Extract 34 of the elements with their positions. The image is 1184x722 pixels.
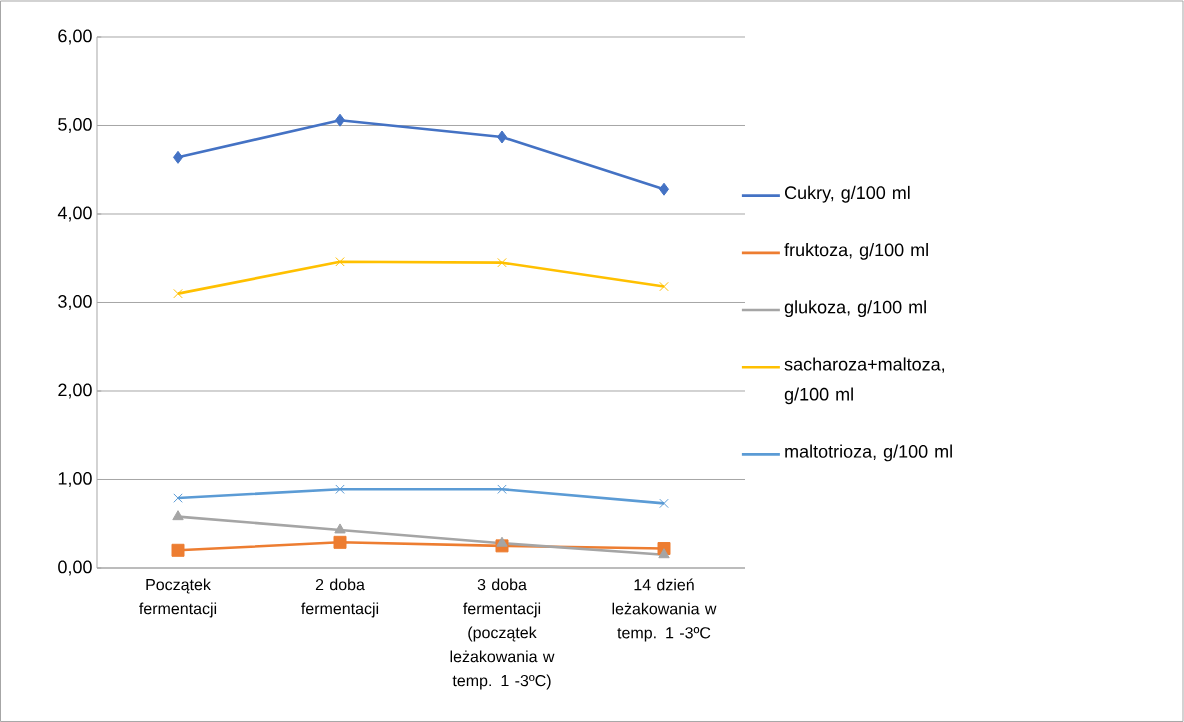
point [173,288,183,299]
y-tick-label: 3,00 [58,295,92,310]
point [659,498,669,509]
legend-label: maltotrioza, g/100 ml [785,444,952,462]
point [497,130,508,144]
legend-label: glukoza, g/100 ml [784,300,926,317]
point [172,510,184,521]
point [171,543,185,557]
point [333,535,347,549]
point [173,150,184,164]
y-tick-label: 2,00 [58,383,92,399]
x-tick-label: 14 dzień leżakowania w temp. 1 -3ºC [612,578,717,642]
y-tick-label: 4,00 [57,206,92,222]
point [335,257,345,267]
point [173,493,183,503]
y-tick-label: 5,00 [58,118,92,133]
legend-label: Cukry, g/100 ml [784,185,910,203]
legend-label: sacharoza+maltoza, g/100 ml [784,357,945,405]
point [659,281,669,292]
y-tick-label: 0,00 [58,560,92,576]
point [497,484,507,494]
x-tick-label: 3 doba fermentacji (początek leżakowania w temp. 1 -3ºC) [450,578,555,690]
point [496,536,508,547]
point [335,484,345,494]
point [658,548,670,559]
x-tick-label: Początek fermentacji [139,578,217,618]
point [334,523,346,534]
y-tick-label: 1,00 [58,472,92,487]
y-tick-label: 6,00 [58,29,92,45]
point [335,113,345,127]
x-tick-label: 2 doba fermentacji [301,578,379,618]
legend-label: fruktoza, g/100 ml [784,243,928,260]
point [659,182,669,196]
point [497,257,507,268]
